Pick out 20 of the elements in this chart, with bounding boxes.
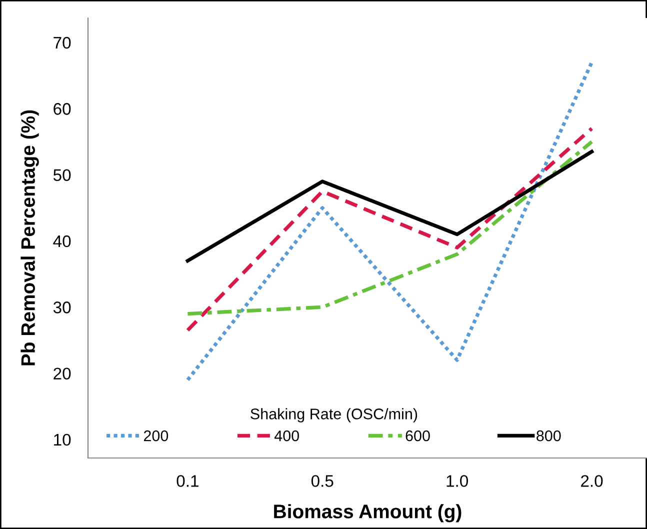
y-tick-label: 70 — [54, 36, 71, 49]
line-series — [186, 150, 594, 263]
y-axis-title: Pb Removal Percentage (%) — [20, 110, 39, 366]
legend-label: 600 — [406, 430, 430, 442]
legend-label: 800 — [536, 430, 561, 442]
line-series — [186, 60, 594, 382]
y-tick-label: 60 — [54, 103, 71, 115]
legend-title: Shaking Rate (OSC/min) — [250, 408, 418, 422]
x-tick-label: 0.1 — [176, 475, 198, 487]
y-tick-label: 30 — [53, 302, 71, 314]
y-tick-label: 20 — [54, 368, 71, 380]
legend-label: 400 — [274, 430, 299, 442]
x-tick-label: 2.0 — [581, 475, 603, 487]
y-tick-label: 50 — [53, 169, 71, 182]
x-axis-title: Biomass Amount (g) — [274, 504, 462, 522]
x-tick-label: 1.0 — [446, 475, 468, 487]
y-tick-label: 10 — [54, 434, 71, 446]
legend-label: 200 — [144, 430, 168, 442]
y-tick-label: 40 — [53, 235, 71, 248]
x-tick-label: 0.5 — [311, 475, 334, 487]
